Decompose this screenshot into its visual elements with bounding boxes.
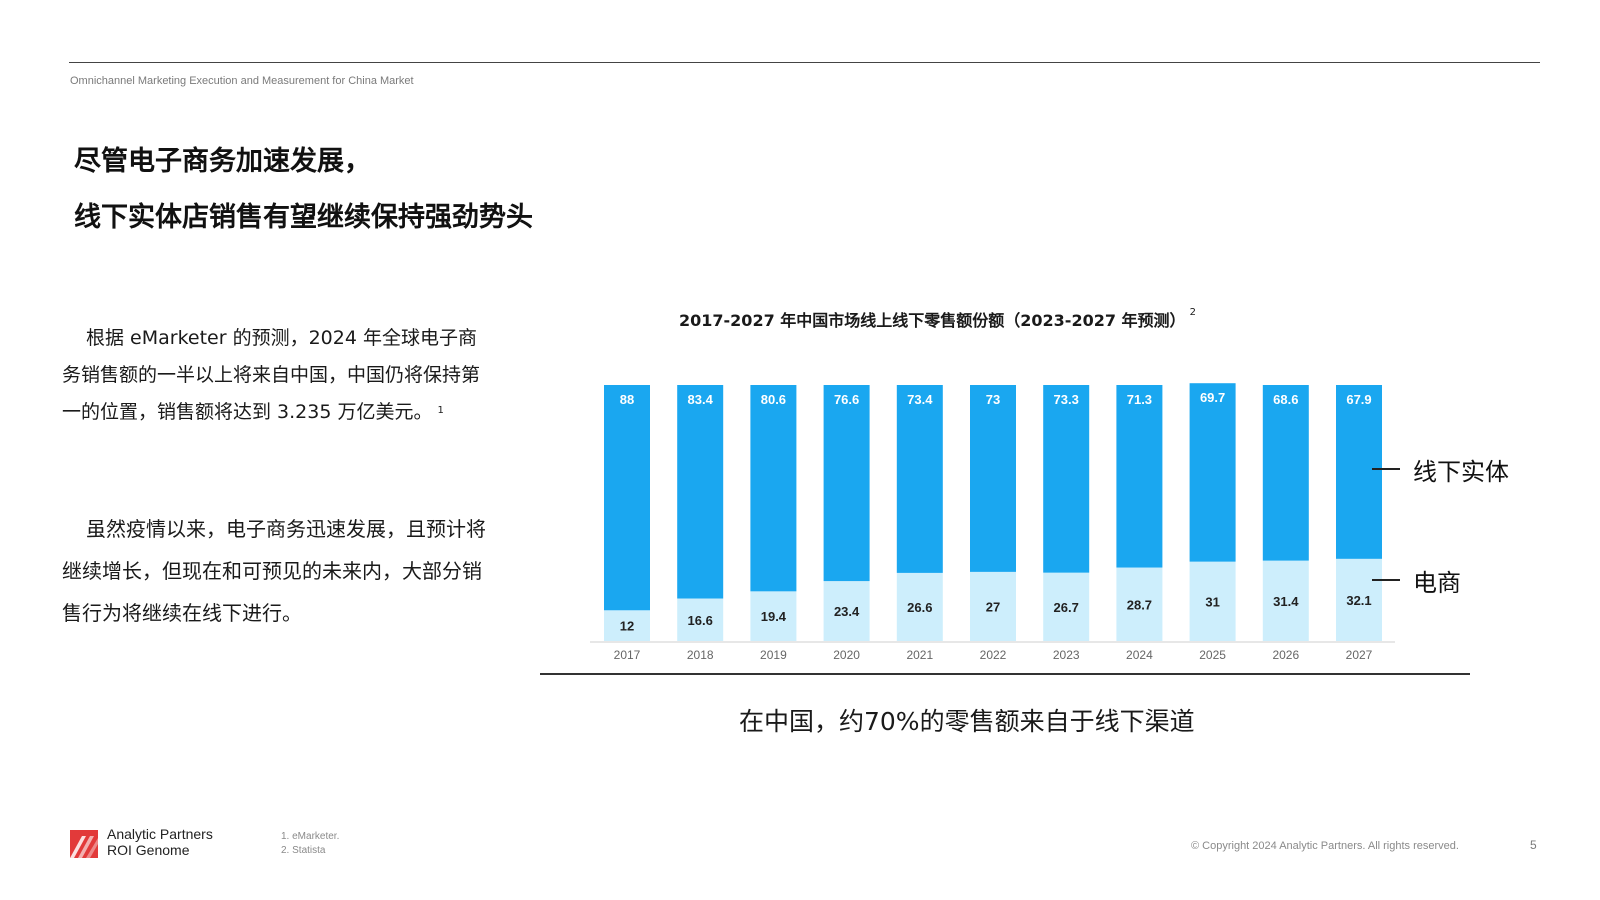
bar-offline-2023 (1043, 385, 1090, 573)
body-paragraph-1: 根据 eMarketer 的预测，2024 年全球电子商务销售额的一半以上将来自… (62, 320, 487, 431)
body-paragraph-1-text: 根据 eMarketer 的预测，2024 年全球电子商务销售额的一半以上将来自… (62, 327, 481, 423)
bar-ecommerce-2021 (896, 572, 943, 641)
data-label-offline-2022: 73 (986, 392, 1000, 407)
x-tick-label-2023: 2023 (1053, 648, 1080, 662)
x-tick-label-2025: 2025 (1199, 648, 1226, 662)
x-tick-label-2017: 2017 (614, 648, 641, 662)
data-label-offline-2021: 73.4 (907, 392, 933, 407)
footnote-1: 1. eMarketer. (281, 831, 340, 842)
data-label-offline-2019: 80.6 (761, 392, 786, 407)
data-label-ecommerce-2017: 12 (620, 619, 634, 634)
bar-offline-2020 (823, 385, 870, 582)
bar-ecommerce-2027 (1336, 558, 1382, 641)
chart-divider (540, 673, 1470, 675)
data-label-ecommerce-2021: 26.6 (907, 600, 932, 615)
legend-label-offline: 线下实体 (1413, 458, 1509, 486)
brand-name: Analytic Partners ROI Genome (107, 826, 213, 858)
footnote-2: 2. Statista (281, 845, 326, 856)
x-tick-label-2021: 2021 (906, 648, 933, 662)
data-label-offline-2018: 83.4 (688, 392, 714, 407)
bar-offline-2019 (750, 385, 797, 592)
legend-label-ecommerce: 电商 (1413, 569, 1461, 597)
body-paragraph-2: 虽然疫情以来，电子商务迅速发展，且预计将继续增长，但现在和可预见的未来内，大部分… (62, 508, 487, 634)
bar-ecommerce-2019 (750, 591, 797, 641)
data-label-offline-2027: 67.9 (1346, 392, 1371, 407)
bar-ecommerce-2023 (1043, 572, 1090, 641)
bar-ecommerce-2022 (970, 571, 1016, 641)
page-title-line-1: 尽管电子商务加速发展， (74, 146, 371, 177)
x-tick-label-2019: 2019 (760, 648, 787, 662)
page-title: 尽管电子商务加速发展， 线下实体店销售有望继续保持强劲势头 (74, 134, 533, 246)
x-tick-label-2022: 2022 (980, 648, 1007, 662)
data-label-offline-2017: 88 (620, 392, 634, 407)
bar-offline-2021 (896, 385, 943, 573)
data-label-ecommerce-2025: 31 (1205, 594, 1219, 609)
x-tick-label-2027: 2027 (1346, 648, 1373, 662)
bar-ecommerce-2017 (604, 610, 650, 641)
data-label-ecommerce-2023: 26.7 (1054, 600, 1079, 615)
page-number: 5 (1530, 838, 1537, 852)
legend-line-ecommerce (1372, 579, 1400, 581)
data-label-offline-2026: 68.6 (1273, 392, 1298, 407)
deck-subtitle: Omnichannel Marketing Execution and Meas… (70, 75, 414, 87)
bar-ecommerce-2026 (1262, 560, 1309, 641)
data-label-offline-2023: 73.3 (1054, 392, 1079, 407)
copyright-notice: © Copyright 2024 Analytic Partners. All … (1191, 840, 1459, 852)
legend-line-offline (1372, 468, 1400, 470)
data-label-ecommerce-2018: 16.6 (688, 613, 713, 628)
data-label-ecommerce-2022: 27 (986, 599, 1000, 614)
data-label-ecommerce-2027: 32.1 (1346, 593, 1371, 608)
bar-offline-2026 (1262, 385, 1309, 561)
footnote-ref-1: 1 (437, 405, 444, 416)
bar-offline-2022 (970, 385, 1016, 572)
data-label-ecommerce-2026: 31.4 (1273, 594, 1299, 609)
x-tick-label-2024: 2024 (1126, 648, 1153, 662)
bar-ecommerce-2025 (1189, 561, 1236, 641)
brand-line-2: ROI Genome (107, 842, 190, 858)
bar-offline-2025 (1189, 383, 1236, 562)
data-label-offline-2024: 71.3 (1127, 392, 1152, 407)
bar-ecommerce-2024 (1116, 567, 1163, 641)
data-label-ecommerce-2019: 19.4 (761, 609, 787, 624)
data-label-ecommerce-2024: 28.7 (1127, 597, 1152, 612)
bar-ecommerce-2018 (677, 598, 724, 641)
body-paragraph-2-text: 虽然疫情以来，电子商务迅速发展，且预计将继续增长，但现在和可预见的未来内，大部分… (62, 517, 486, 625)
x-tick-label-2020: 2020 (833, 648, 860, 662)
data-label-ecommerce-2020: 23.4 (834, 604, 860, 619)
footnotes: 1. eMarketer. 2. Statista (281, 830, 339, 858)
data-label-offline-2025: 69.7 (1200, 390, 1225, 405)
chart-title-text: 2017-2027 年中国市场线上线下零售额份额（2023-2027 年预测） (679, 311, 1186, 330)
chart-title: 2017-2027 年中国市场线上线下零售额份额（2023-2027 年预测） 2 (679, 307, 1196, 331)
bar-offline-2024 (1116, 385, 1163, 568)
chart-caption: 在中国，约70%的零售额来自于线下渠道 (739, 707, 1195, 736)
x-tick-label-2018: 2018 (687, 648, 714, 662)
bar-offline-2017 (604, 385, 650, 611)
analytic-partners-logo-icon (70, 830, 98, 858)
bar-ecommerce-2020 (823, 581, 870, 641)
bar-offline-2027 (1336, 385, 1382, 559)
chart-title-ref: 2 (1189, 307, 1196, 318)
top-rule (69, 62, 1540, 63)
brand-line-1: Analytic Partners (107, 826, 213, 842)
data-label-offline-2020: 76.6 (834, 392, 859, 407)
page-title-line-2: 线下实体店销售有望继续保持强劲势头 (74, 202, 533, 233)
x-tick-label-2026: 2026 (1272, 648, 1299, 662)
bar-offline-2018 (677, 385, 724, 599)
